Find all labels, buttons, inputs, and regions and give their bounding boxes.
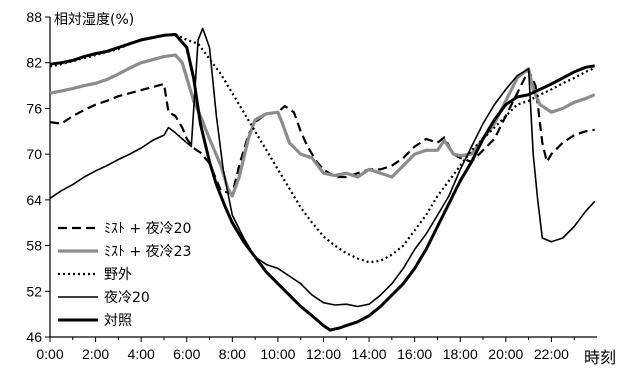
x-tick-label: 8:00 [219, 346, 246, 362]
series-line-4 [49, 27, 596, 308]
y-axis-label: 相対湿度(%) [54, 12, 134, 28]
x-tick-label: 12:00 [306, 346, 341, 362]
x-tick-label: 22:00 [534, 346, 569, 362]
y-tick-label: 46 [26, 329, 42, 345]
y-tick-label: 58 [26, 238, 42, 254]
x-tick-label: 6:00 [173, 346, 200, 362]
x-axis-label: 時刻 [584, 348, 616, 367]
x-tick-label: 20:00 [488, 346, 523, 362]
y-tick-label: 76 [26, 100, 42, 116]
legend-label: 対照 [104, 313, 132, 329]
y-tick-label: 64 [26, 192, 42, 208]
series-line-5 [49, 33, 595, 332]
y-tick-label: 52 [26, 283, 42, 299]
y-tick-label: 82 [26, 55, 42, 71]
legend-label: 夜冷20 [104, 290, 150, 306]
axes: 46 52 58 64 70 76 82 88 0:00 2:00 4:00 6:00 8:00 10:0… [26, 9, 597, 362]
series-line-2 [49, 53, 596, 198]
x-tick-label: 14:00 [352, 346, 387, 362]
series-line-1 [49, 69, 595, 195]
y-tick-label: 88 [26, 9, 42, 25]
x-tick-label: 18:00 [443, 346, 478, 362]
legend-label: ﾐｽﾄ + 夜冷23 [104, 244, 191, 260]
x-tick-label: 0:00 [36, 346, 63, 362]
legend-label: ﾐｽﾄ + 夜冷20 [104, 221, 191, 237]
series-layer [49, 27, 596, 332]
y-tick-label: 70 [26, 146, 42, 162]
legend-label: 野外 [104, 267, 132, 283]
x-tick-label: 4:00 [128, 346, 155, 362]
x-tick-label: 2:00 [82, 346, 109, 362]
x-tick-label: 10:00 [260, 346, 295, 362]
x-tick-label: 16:00 [397, 346, 432, 362]
